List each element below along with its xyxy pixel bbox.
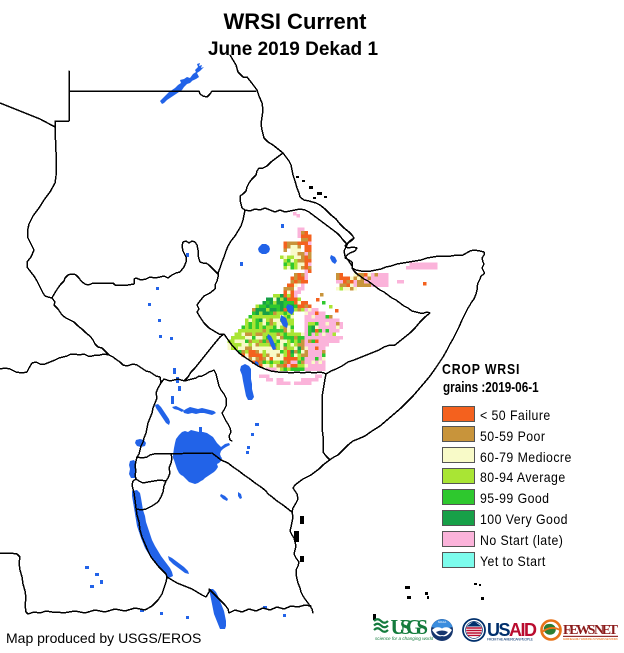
svg-text:USGS: USGS [391, 615, 429, 639]
svg-text:FEWS NET: FEWS NET [563, 623, 619, 638]
svg-text:NOAA: NOAA [438, 620, 447, 624]
svg-text:FROM THE AMERICAN PEOPLE: FROM THE AMERICAN PEOPLE [487, 638, 534, 642]
svg-text:USAID: USAID [487, 620, 537, 640]
svg-text:FAMINE EARLY WARNING SYSTEMS N: FAMINE EARLY WARNING SYSTEMS NETWORK [563, 637, 618, 641]
svg-text:science for a changing world: science for a changing world [375, 636, 434, 641]
